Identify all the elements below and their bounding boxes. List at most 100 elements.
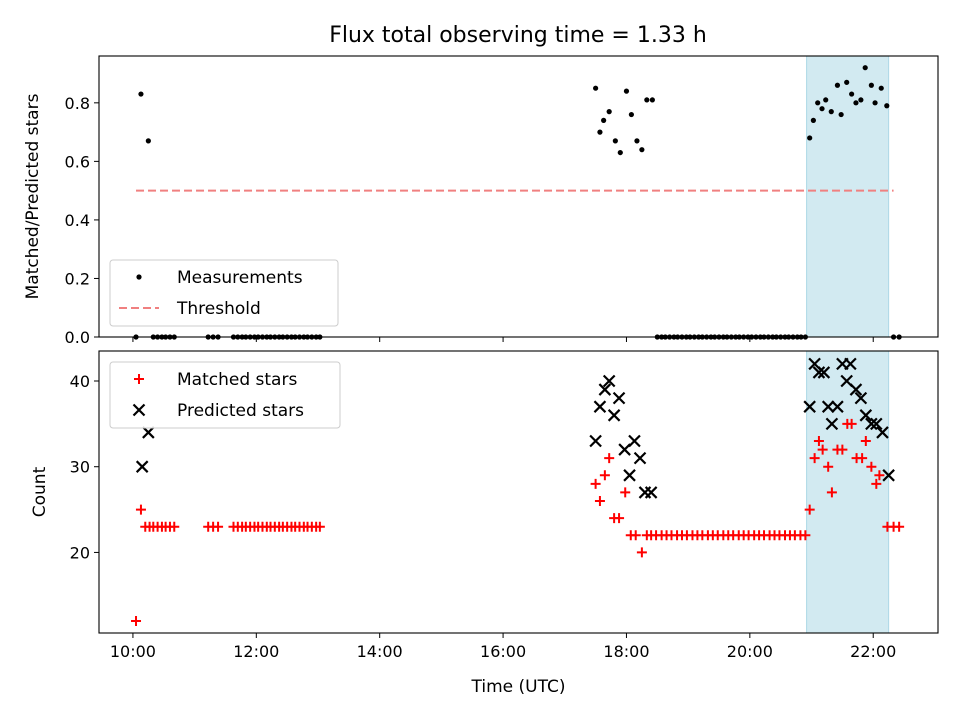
data-point: [628, 111, 634, 118]
legend-label: Threshold: [176, 299, 261, 319]
legend-box: [109, 259, 339, 327]
data-point: [831, 400, 844, 413]
data-point: [800, 530, 811, 541]
data-point: [594, 496, 605, 506]
data-point: [633, 451, 647, 465]
data-point: [809, 453, 820, 464]
data-point: [314, 521, 325, 532]
y-tick-label: 0.0: [65, 328, 90, 347]
data-point: [823, 461, 834, 472]
data-point: [882, 469, 895, 482]
data-point: [884, 103, 890, 109]
data-point: [630, 530, 641, 541]
x-tick-label: 14:00: [357, 642, 403, 661]
data-point: [135, 460, 149, 473]
data-point: [871, 478, 882, 489]
y-tick-label: 30: [70, 458, 90, 477]
y-axis-label: Matched/Predicted stars: [23, 93, 43, 299]
data-point: [817, 444, 828, 455]
data-point: [813, 436, 824, 446]
data-point: [617, 149, 623, 156]
data-point: [862, 65, 868, 71]
data-point: [849, 383, 863, 396]
x-tick-label: 18:00: [603, 642, 649, 661]
x-tick-label: 16:00: [480, 642, 526, 661]
data-point: [834, 82, 841, 88]
data-point: [849, 91, 855, 97]
data-point: [589, 434, 602, 448]
legend-box: [109, 361, 341, 429]
data-point: [614, 513, 625, 524]
data-point: [844, 79, 850, 85]
data-point: [844, 357, 857, 371]
data-point: [853, 100, 859, 106]
data-point: [837, 444, 848, 455]
data-point: [612, 138, 618, 144]
data-point: [623, 88, 630, 94]
data-point: [598, 383, 612, 396]
legend-swatch: [134, 374, 144, 384]
data-point: [828, 109, 834, 115]
data-point: [628, 434, 641, 448]
x-tick-label: 10:00: [110, 642, 156, 661]
data-point: [854, 391, 868, 405]
y-tick-label: 40: [70, 372, 90, 391]
data-point: [601, 117, 607, 123]
series-matched-stars: [131, 418, 905, 626]
data-point: [817, 366, 831, 379]
data-point: [870, 417, 883, 431]
legend-swatch: [132, 403, 146, 417]
data-point: [868, 82, 874, 88]
data-point: [878, 85, 884, 91]
data-point: [859, 409, 873, 422]
y-tick-label: 20: [70, 543, 90, 562]
data-point: [623, 469, 636, 482]
series-measurements: [133, 65, 902, 340]
data-point: [213, 521, 224, 532]
data-point: [804, 504, 815, 515]
legend-label: Measurements: [177, 268, 303, 288]
data-point: [838, 111, 844, 118]
data-point: [634, 138, 640, 144]
data-point: [604, 453, 615, 464]
data-point: [823, 97, 829, 103]
legend-label: Predicted stars: [177, 401, 304, 421]
data-point: [135, 504, 146, 515]
data-point: [865, 417, 878, 431]
legend-swatch: [136, 274, 142, 280]
data-point: [599, 470, 610, 481]
data-point: [810, 117, 816, 123]
data-point: [590, 478, 601, 489]
data-point: [639, 147, 645, 153]
data-point: [145, 138, 151, 144]
data-point: [894, 521, 905, 532]
data-point: [607, 409, 621, 422]
x-tick-label: 12:00: [233, 642, 279, 661]
data-point: [803, 400, 816, 413]
x-tick-label: 22:00: [850, 642, 896, 661]
legend-label: Matched stars: [177, 370, 297, 390]
data-point: [876, 426, 889, 439]
data-point: [866, 461, 877, 472]
data-point: [815, 100, 821, 106]
data-point: [597, 129, 603, 135]
axes-frame: [98, 350, 939, 634]
legend: Matched stars Predicted stars: [109, 361, 341, 429]
data-point: [602, 374, 616, 388]
panel-ratio: 0.0 0.2 0.4 0.6 0.8 Matched/Predicted stars Me…: [23, 55, 939, 347]
data-point: [872, 100, 878, 106]
data-point: [857, 453, 868, 464]
data-point: [612, 391, 626, 405]
panel-counts: 20 30 40 Count 10:00 12:00 14:00 16:00 18:00 20:0…: [30, 350, 939, 697]
y-tick-label: 0.2: [65, 269, 90, 288]
data-point: [825, 417, 839, 431]
data-point: [142, 426, 155, 439]
series-predicted-stars: [135, 357, 895, 499]
data-point: [860, 436, 871, 446]
data-point: [138, 91, 144, 97]
data-point: [644, 97, 650, 103]
data-point: [131, 616, 142, 626]
data-point: [593, 400, 607, 413]
data-point: [620, 487, 631, 498]
